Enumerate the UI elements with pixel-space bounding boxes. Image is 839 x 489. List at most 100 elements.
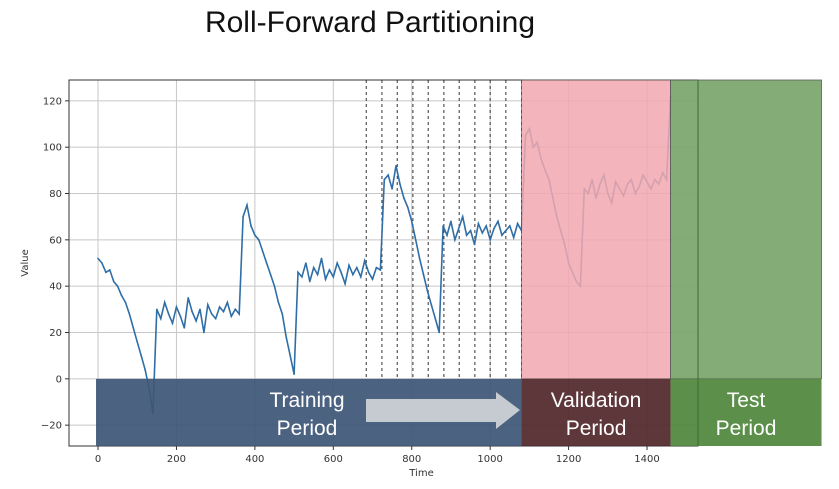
data-point [477,222,480,225]
data-point [281,313,284,315]
data-point [246,204,248,206]
validation-label-line1: Validation [551,389,642,412]
test-label-line1: Test [727,389,766,412]
data-point [105,271,107,274]
data-point [312,266,315,269]
data-point [512,236,515,239]
y-tick-label: 0 [56,374,62,385]
data-point [285,336,288,338]
data-point [183,327,186,329]
data-point [289,354,291,357]
validation-period-region [521,79,671,380]
x-tick-label: 1400 [634,454,659,465]
data-point [516,222,519,225]
data-point [156,308,158,311]
data-point [465,234,468,237]
y-tick-label: 100 [43,143,62,154]
data-point [457,227,460,230]
data-point [159,317,162,320]
data-point [508,225,511,227]
validation-label-line2: Period [566,417,627,440]
data-point [301,276,303,278]
test-label-line2: Period [716,417,777,440]
data-point [128,313,131,315]
data-point [116,285,119,287]
data-point [461,215,464,218]
data-point [163,301,166,304]
data-point [430,303,433,306]
y-tick-label: 60 [49,235,62,246]
data-point [410,220,413,223]
data-point [399,183,401,186]
data-point [203,331,205,334]
data-point [269,273,272,276]
data-point [328,269,331,271]
data-point [469,229,472,232]
y-tick-label: −20 [41,421,62,432]
data-point [426,289,429,292]
data-point [265,262,268,264]
data-point [387,174,390,176]
data-point [297,271,299,274]
data-point [485,225,488,227]
data-point [230,315,233,318]
data-point [293,373,295,375]
x-tick-label: 1000 [477,454,502,465]
x-tick-label: 600 [324,454,343,465]
training-label-line2: Period [277,417,338,440]
data-point [363,259,366,262]
y-tick-label: 120 [43,96,62,107]
data-point [179,315,182,318]
data-point [442,225,444,227]
x-tick-label: 400 [245,454,264,465]
x-tick-label: 200 [167,454,186,465]
data-point [454,239,456,241]
data-point [101,262,103,264]
data-point [414,239,417,241]
data-point [112,280,115,283]
data-point [320,257,323,260]
data-point [175,306,178,308]
data-point [124,301,127,304]
data-point [187,296,190,299]
data-point [238,313,240,315]
data-point [383,178,386,181]
data-point [407,206,409,209]
data-point [261,250,264,253]
slide-title: Roll-Forward Partitioning [204,6,536,39]
data-point [222,310,225,313]
data-point [446,234,448,237]
data-point [234,308,237,311]
data-point [257,239,260,241]
y-axis-label: Value [20,249,31,276]
data-point [207,303,209,306]
test-period-region [670,79,822,380]
data-point [195,320,197,322]
data-point [473,243,476,246]
x-axis-label: Time [408,468,433,479]
data-point [450,220,452,223]
data-point [305,262,307,264]
data-point [273,285,276,287]
data-point [171,322,174,325]
arrow-right-icon [366,392,520,429]
training-label-line1: Training [269,389,344,412]
y-tick-label: 80 [49,189,62,200]
data-point [336,262,339,264]
data-point [136,340,139,343]
test-period-band [670,378,822,446]
data-point [332,276,335,278]
data-point [434,317,437,320]
data-point [210,313,213,315]
data-point [120,294,123,297]
data-point [391,188,393,190]
data-point [132,327,135,329]
data-point [191,310,193,313]
data-point [214,317,217,320]
data-point [226,301,229,304]
validation-period-band [521,378,671,446]
data-point [340,271,342,274]
data-point [199,308,201,311]
data-point [367,271,370,274]
